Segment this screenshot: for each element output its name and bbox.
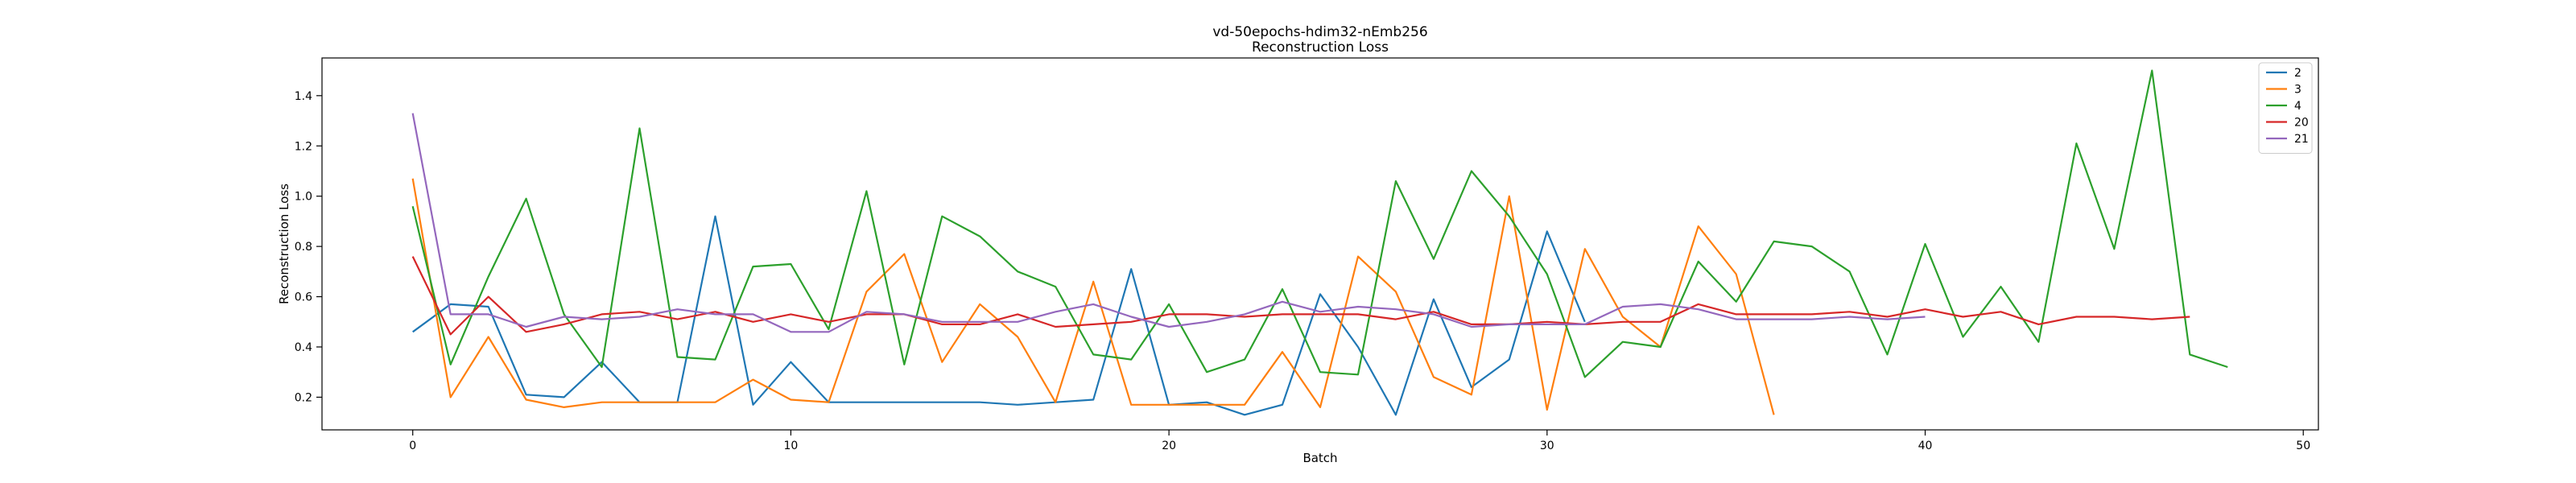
y-tick-label: 1.0 xyxy=(295,191,312,204)
y-tick-label: 0.8 xyxy=(295,241,312,254)
legend-label-2: 2 xyxy=(2294,67,2301,80)
y-tick-label: 0.6 xyxy=(295,291,312,304)
legend-label-20: 20 xyxy=(2294,117,2309,130)
y-tick-label: 1.4 xyxy=(295,90,312,103)
series-line-21 xyxy=(411,113,1926,333)
y-tick-label: 1.2 xyxy=(295,140,312,153)
series-line-3 xyxy=(411,178,1775,415)
y-axis-label: Reconstruction Loss xyxy=(277,184,291,304)
y-tick-label: 0.4 xyxy=(295,341,312,354)
y-tick-label: 0.2 xyxy=(295,391,312,404)
x-tick-label: 10 xyxy=(784,440,799,452)
legend-box xyxy=(2258,62,2313,154)
legend-label-21: 21 xyxy=(2294,133,2309,146)
x-tick-label: 0 xyxy=(409,440,416,452)
x-tick-label: 30 xyxy=(1540,440,1554,452)
x-tick-label: 20 xyxy=(1162,440,1176,452)
legend: 2 3 4 20 21 xyxy=(2258,62,2313,154)
series-line-4 xyxy=(411,69,2228,378)
legend-label-4: 4 xyxy=(2294,100,2301,113)
y-axis: 0.2 0.4 0.6 0.8 1.0 1.2 1.4 xyxy=(295,90,322,404)
x-tick-label: 50 xyxy=(2296,440,2310,452)
series-line-2 xyxy=(412,215,1586,416)
chart-title: vd-50epochs-hdim32-nEmb256 xyxy=(1212,24,1427,40)
chart-subtitle: Reconstruction Loss xyxy=(1252,39,1389,56)
x-axis-label: Batch xyxy=(1302,451,1337,465)
plot-area xyxy=(411,69,2228,416)
x-tick-label: 40 xyxy=(1918,440,1933,452)
legend-label-3: 3 xyxy=(2294,84,2301,97)
x-axis: 0 10 20 30 40 50 xyxy=(409,430,2310,452)
axes-frame xyxy=(321,57,2319,431)
